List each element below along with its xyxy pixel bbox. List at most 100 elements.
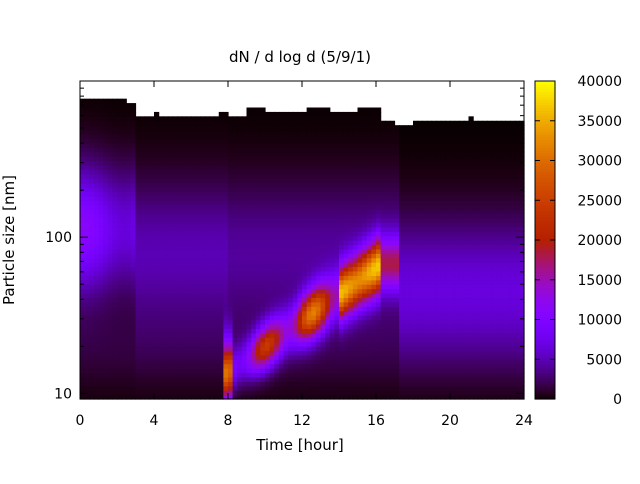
heatmap-cell: [167, 169, 174, 175]
heatmap-cell: [204, 376, 211, 382]
heatmap-cell: [334, 120, 340, 126]
heatmap-cell: [181, 275, 187, 281]
heatmap-cell: [154, 200, 160, 206]
heatmap-cell: [399, 332, 405, 338]
heatmap-cell: [376, 160, 382, 166]
heatmap-cell: [209, 262, 215, 268]
heatmap-cell: [311, 319, 317, 325]
heatmap-cell: [84, 248, 90, 254]
heatmap-cell: [339, 253, 345, 259]
heatmap-cell: [84, 129, 90, 135]
heatmap-cell: [140, 319, 146, 325]
heatmap-cell: [177, 116, 183, 122]
heatmap-cell: [218, 191, 224, 197]
heatmap-cell: [140, 134, 146, 140]
heatmap-cell: [93, 368, 100, 374]
heatmap-cell: [302, 288, 308, 294]
heatmap-cell: [292, 354, 298, 360]
heatmap-cell: [426, 178, 433, 184]
heatmap-cell: [121, 244, 127, 250]
heatmap-cell: [89, 125, 95, 131]
heatmap-cell: [195, 129, 201, 135]
heatmap-cell: [191, 394, 197, 400]
heatmap-cell: [200, 240, 206, 246]
heatmap-cell: [154, 209, 160, 215]
heatmap-cell: [288, 129, 294, 135]
heatmap-cell: [306, 293, 312, 299]
heatmap-cell: [265, 346, 271, 352]
heatmap-cell: [362, 164, 368, 170]
heatmap-cell: [278, 301, 285, 307]
heatmap-cell: [371, 120, 377, 126]
heatmap-cell: [297, 354, 303, 360]
heatmap-cell: [325, 257, 331, 263]
heatmap-cell: [232, 187, 238, 193]
heatmap-cell: [288, 178, 294, 184]
heatmap-cell: [357, 142, 363, 148]
heatmap-cell: [357, 253, 363, 259]
heatmap-cell: [214, 257, 220, 263]
heatmap-cell: [403, 328, 409, 334]
heatmap-cell: [352, 266, 359, 272]
heatmap-cell: [93, 346, 100, 352]
heatmap-cell: [112, 284, 118, 290]
heatmap-cell: [251, 376, 257, 382]
heatmap-cell: [260, 275, 266, 281]
heatmap-cell: [126, 266, 132, 272]
heatmap-cell: [98, 394, 104, 400]
heatmap-cell: [362, 231, 368, 237]
heatmap-cell: [394, 173, 400, 179]
heatmap-cell: [112, 372, 118, 378]
heatmap-cell: [167, 178, 174, 184]
heatmap-cell: [144, 248, 150, 254]
heatmap-cell: [214, 120, 220, 126]
heatmap-cell: [186, 323, 192, 329]
heatmap-cell: [348, 209, 354, 215]
heatmap-cell: [366, 134, 372, 140]
heatmap-cell: [417, 363, 423, 369]
heatmap-cell: [89, 381, 95, 387]
heatmap-cell: [422, 257, 428, 263]
heatmap-cell: [362, 187, 368, 193]
heatmap-cell: [274, 270, 280, 276]
heatmap-cell: [241, 346, 248, 352]
heatmap-cell: [93, 381, 100, 387]
heatmap-cell: [172, 394, 178, 400]
heatmap-cell: [408, 213, 414, 219]
heatmap-cell: [135, 156, 141, 162]
heatmap-cell: [320, 147, 326, 153]
heatmap-cell: [306, 301, 312, 307]
heatmap-cell: [80, 178, 86, 184]
heatmap-cell: [255, 248, 261, 254]
heatmap-cell: [93, 169, 100, 175]
heatmap-cell: [371, 394, 377, 400]
heatmap-cell: [315, 315, 322, 321]
heatmap-cell: [362, 332, 368, 338]
heatmap-cell: [167, 279, 174, 285]
heatmap-cell: [306, 248, 312, 254]
heatmap-cell: [362, 279, 368, 285]
heatmap-cell: [144, 341, 150, 347]
heatmap-cell: [103, 328, 109, 334]
heatmap-cell: [195, 173, 201, 179]
heatmap-cell: [107, 169, 113, 175]
heatmap-cell: [413, 231, 419, 237]
heatmap-cell: [413, 385, 419, 391]
heatmap-cell: [209, 293, 215, 299]
heatmap-cell: [385, 191, 391, 197]
heatmap-cell: [394, 262, 400, 268]
heatmap-cell: [357, 306, 363, 312]
heatmap-cell: [246, 178, 252, 184]
heatmap-cell: [177, 297, 183, 303]
heatmap-cell: [237, 359, 243, 365]
heatmap-cell: [149, 376, 155, 382]
heatmap-cell: [130, 390, 137, 396]
heatmap-cell: [172, 337, 178, 343]
heatmap-cell: [288, 266, 294, 272]
heatmap-cell: [107, 257, 113, 263]
heatmap-cell: [163, 200, 169, 206]
heatmap-cell: [163, 385, 169, 391]
heatmap-cell: [186, 138, 192, 144]
heatmap-cell: [389, 350, 396, 356]
heatmap-cell: [195, 116, 201, 122]
